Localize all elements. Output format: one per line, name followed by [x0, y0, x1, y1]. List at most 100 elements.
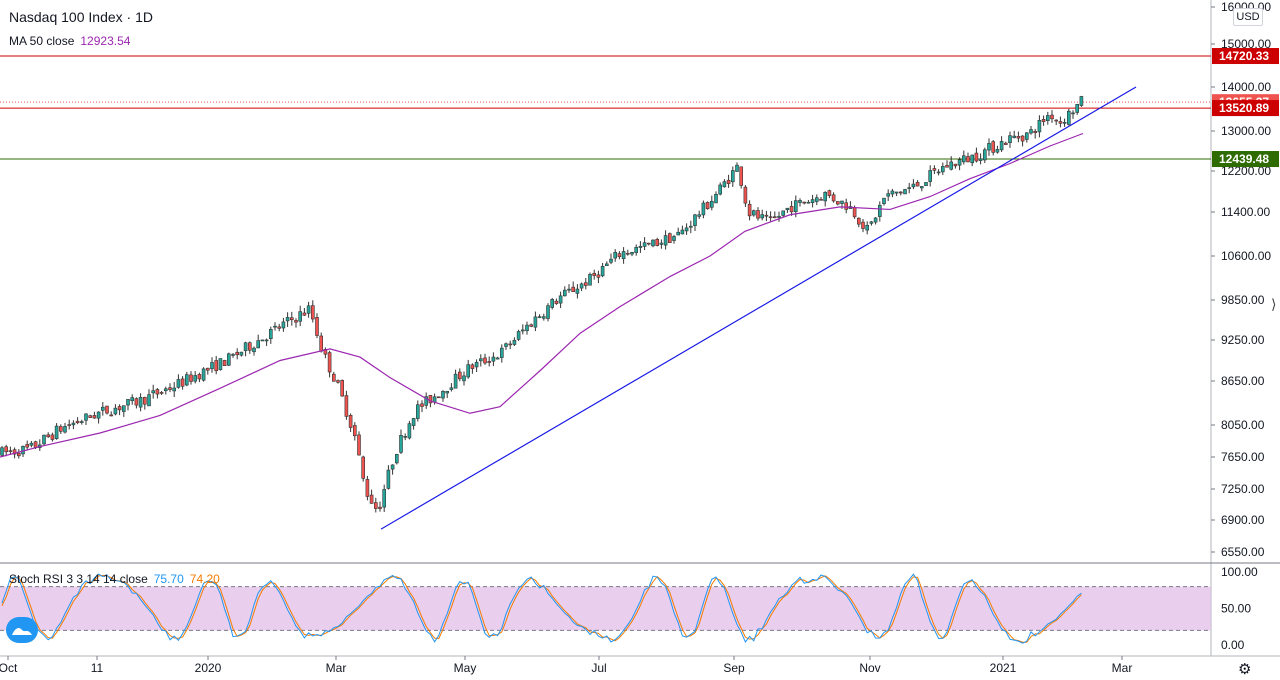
candle-body [705, 202, 710, 210]
candle-body [441, 391, 445, 399]
candle-body [638, 245, 643, 248]
candle-body [449, 387, 454, 390]
candle-body [25, 444, 30, 448]
currency-badge[interactable]: USD [1233, 8, 1263, 26]
candle-body [634, 246, 639, 253]
candle-body [499, 347, 504, 358]
candle-body [289, 317, 294, 321]
settings-gear-icon[interactable]: ⚙ [1238, 661, 1252, 678]
candle-body [739, 166, 744, 186]
candle-body [1025, 132, 1029, 140]
candle-body [29, 442, 34, 446]
candle-body [46, 434, 51, 438]
candle-body [264, 339, 269, 342]
tradingview-logo-icon[interactable] [6, 617, 38, 643]
candle-body [227, 353, 231, 366]
candle-body [420, 403, 424, 407]
candle-body [80, 421, 84, 423]
candle-body [659, 242, 664, 245]
candle-body [781, 210, 786, 216]
candle-body [474, 361, 479, 368]
candle-body [865, 224, 870, 231]
candle-body [1050, 114, 1054, 120]
candle-body [701, 202, 706, 216]
candle-body [1067, 110, 1071, 125]
candle-body [109, 414, 113, 417]
candle-body [445, 390, 450, 394]
candle-body [995, 149, 1000, 153]
candle-body [982, 149, 987, 161]
candle-body [273, 325, 277, 328]
candle-body [369, 494, 374, 504]
candle-body [71, 422, 76, 426]
candle-body [462, 375, 466, 382]
candle-body [306, 305, 311, 314]
price-tick-label: 8050.00 [1221, 418, 1265, 432]
candle-body [684, 227, 689, 232]
candle-body [688, 225, 693, 228]
ma-legend[interactable]: MA 50 close 12923.54 [9, 34, 130, 48]
candle-body [298, 311, 303, 322]
candle-body [281, 321, 286, 329]
candle-body [873, 217, 878, 223]
candle-body [378, 506, 382, 509]
candle-body [961, 155, 966, 163]
candle-body [722, 181, 727, 188]
candle-body [428, 395, 433, 404]
candle-body [693, 214, 697, 226]
candle-body [726, 179, 731, 184]
candle-body [256, 340, 261, 349]
price-tick-label: 8650.00 [1221, 374, 1265, 388]
symbol-title[interactable]: Nasdaq 100 Index · 1D [9, 9, 153, 25]
candle-body [844, 202, 849, 210]
candle-body [138, 397, 143, 408]
candle-body [999, 141, 1004, 151]
candle-body [512, 340, 517, 345]
candle-body [730, 170, 735, 183]
candle-body [352, 425, 357, 437]
candle-body [735, 164, 739, 172]
candle-body [810, 199, 815, 203]
price-tick-label: 12200.00 [1221, 164, 1271, 178]
candle-body [197, 374, 202, 380]
candle-body [92, 415, 97, 419]
candle-body [924, 182, 928, 186]
candle-body [382, 489, 387, 508]
candle-body [67, 424, 71, 426]
stoch-tick-label: 100.00 [1221, 565, 1258, 579]
candle-body [164, 388, 168, 392]
candle-body [697, 214, 702, 217]
time-tick-label: Oct [0, 661, 18, 675]
candle-body [101, 406, 105, 411]
candle-body [407, 423, 412, 439]
candle-body [1075, 103, 1079, 113]
candle-body [747, 203, 752, 217]
price-tick-label: 6900.00 [1221, 513, 1265, 527]
candle-body [357, 434, 361, 456]
candle-body [243, 342, 248, 352]
candle-body [155, 389, 160, 395]
candle-body [882, 197, 886, 204]
candle-body [294, 320, 298, 323]
candle-body [424, 396, 429, 406]
candle-body [63, 426, 67, 433]
candle-body [793, 200, 798, 212]
scale-drag-handle-icon[interactable]: ⟩ [1271, 296, 1277, 312]
candle-body [327, 352, 332, 373]
candle-body [718, 184, 723, 195]
price-tick-label: 7250.00 [1221, 482, 1265, 496]
time-tick-label: Mar [326, 661, 347, 675]
candle-body [651, 239, 655, 247]
candle-body [772, 216, 777, 219]
candle-body [861, 221, 865, 229]
candle-body [159, 392, 164, 394]
price-tick-label: 9850.00 [1221, 293, 1265, 307]
stoch-rsi-legend[interactable]: Stoch RSI 3 3 14 14 close 75.70 74.20 [9, 572, 220, 586]
candle-body [970, 154, 975, 164]
candle-body [105, 405, 109, 414]
candle-body [928, 170, 933, 182]
candle-body [596, 274, 601, 278]
price-label-bg [1212, 151, 1279, 168]
candle-body [663, 235, 668, 246]
